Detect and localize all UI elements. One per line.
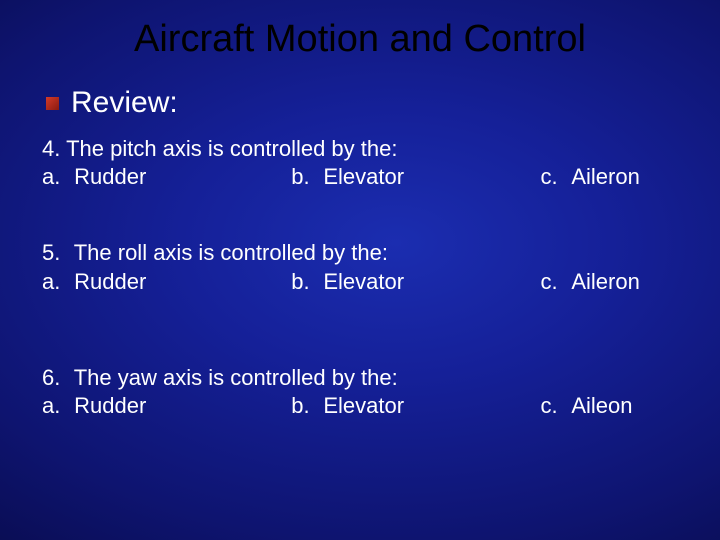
slide-subtitle: Review: <box>71 86 178 120</box>
option-a: a. Rudder <box>42 164 291 190</box>
option-text: Rudder <box>74 164 146 189</box>
options-row: a. Rudder b. Elevator c. Aileon <box>42 393 680 419</box>
option-text: Elevator <box>323 269 404 294</box>
option-label: c. <box>540 393 566 419</box>
option-label: a. <box>42 269 68 295</box>
question-block: 4. The pitch axis is controlled by the: … <box>42 136 680 190</box>
question-line: 4. The pitch axis is controlled by the: <box>42 136 680 162</box>
question-text: The pitch axis is controlled by the: <box>66 136 397 161</box>
option-b: b. Elevator <box>291 269 540 295</box>
slide-title: Aircraft Motion and Control <box>0 18 720 61</box>
question-block: 5. The roll axis is controlled by the: a… <box>42 240 680 294</box>
option-a: a. Rudder <box>42 393 291 419</box>
option-text: Aileron <box>571 164 639 189</box>
slide-body: 4. The pitch axis is controlled by the: … <box>42 136 680 469</box>
option-text: Elevator <box>323 164 404 189</box>
option-text: Rudder <box>74 393 146 418</box>
question-block: 6. The yaw axis is controlled by the: a.… <box>42 365 680 419</box>
square-bullet-icon <box>46 97 59 110</box>
option-label: a. <box>42 393 68 419</box>
question-number: 5. <box>42 240 68 266</box>
question-text: The yaw axis is controlled by the: <box>74 365 398 390</box>
question-line: 6. The yaw axis is controlled by the: <box>42 365 680 391</box>
options-row: a. Rudder b. Elevator c. Aileron <box>42 164 680 190</box>
option-b: b. Elevator <box>291 393 540 419</box>
option-c: c. Aileron <box>540 269 680 295</box>
slide: Aircraft Motion and Control Review: 4. T… <box>0 0 720 540</box>
option-a: a. Rudder <box>42 269 291 295</box>
options-row: a. Rudder b. Elevator c. Aileron <box>42 269 680 295</box>
subtitle-row: Review: <box>46 86 178 120</box>
option-text: Rudder <box>74 269 146 294</box>
question-line: 5. The roll axis is controlled by the: <box>42 240 680 266</box>
option-c: c. Aileron <box>540 164 680 190</box>
option-c: c. Aileon <box>540 393 680 419</box>
option-text: Aileon <box>571 393 632 418</box>
option-label: b. <box>291 164 317 190</box>
option-text: Elevator <box>323 393 404 418</box>
option-label: c. <box>540 164 566 190</box>
question-number: 6. <box>42 365 68 391</box>
option-label: b. <box>291 393 317 419</box>
option-b: b. Elevator <box>291 164 540 190</box>
option-label: a. <box>42 164 68 190</box>
option-label: b. <box>291 269 317 295</box>
question-text: The roll axis is controlled by the: <box>74 240 388 265</box>
question-number: 4. <box>42 136 60 161</box>
option-text: Aileron <box>571 269 639 294</box>
option-label: c. <box>540 269 566 295</box>
